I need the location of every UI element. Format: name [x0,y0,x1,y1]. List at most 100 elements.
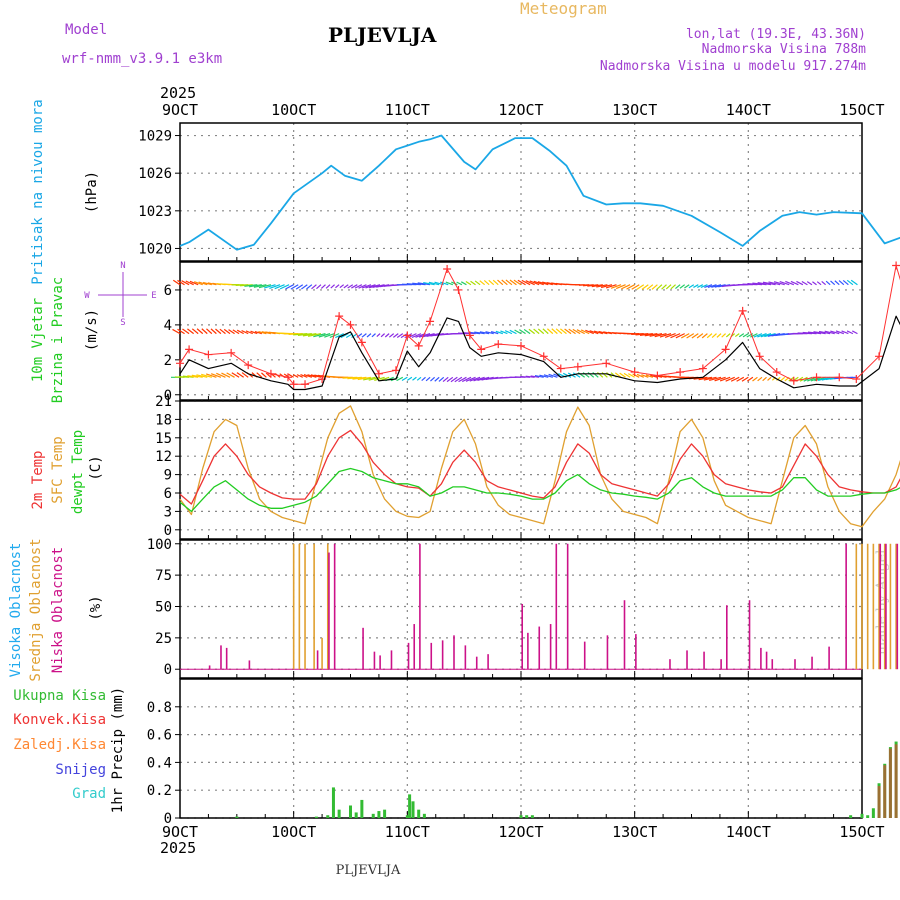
wind-arrow [543,374,553,378]
wind-arrow [210,328,217,335]
wind-arrow [818,330,831,335]
station-title: PLJEVLJA [328,23,437,47]
wind-arrow [388,333,395,338]
wind-arrow [460,281,467,286]
wind-arrow [239,284,253,287]
wind-arrow [296,374,304,378]
precip-legend-4: Snijeg [55,762,106,778]
wind-arrow [250,330,258,335]
wind-arrow [742,333,749,338]
wind-arrow [838,280,845,286]
wind-arrow [593,330,604,335]
wind-arrow [392,333,399,338]
wind-arrow [542,281,553,286]
wind-arrow [241,329,249,335]
precip-bar [331,787,335,818]
wind-arrow [539,374,549,378]
wind-arrow [721,333,726,338]
wind-arrow [470,280,476,286]
wind-arrow [621,284,631,290]
wind-arrow [485,331,494,335]
gust-marker [301,380,310,389]
precip-bar [866,815,870,818]
wind-arrow [768,281,781,286]
precip-bar [408,794,412,818]
gust-marker [426,317,435,326]
wind-arrow [773,281,785,286]
temperature-panel: 0 3 6 9 12 15 18 21 [155,394,900,540]
y-tick-label: 0 [164,811,172,827]
wind-arrow [555,328,563,335]
wind-arrow [226,372,235,378]
wind-arrow [219,328,226,335]
y-tick-label: 0.8 [147,700,172,716]
gust-marker [346,320,355,329]
wind-arrow [650,374,658,378]
wind-arrow [196,328,204,335]
wind-arrow [605,284,617,289]
wind-arrow [189,280,199,286]
gust-marker [772,368,781,377]
wind-arrow [675,333,685,339]
precip-bar [877,786,881,818]
bottom-time-label: 10OCT [271,823,316,841]
wind-arrow [649,333,663,337]
wind-arrow [368,376,381,381]
gust-marker [176,359,184,368]
wind-arrow [177,279,185,286]
wind-arrow [274,284,285,290]
wind-arrow [497,279,504,286]
wind-arrow [760,333,772,338]
wind-arrow [580,329,590,335]
wind-arrow [560,328,567,335]
gust-marker [602,359,611,368]
y-tick-label: 0 [164,388,172,404]
wind-arrow [477,376,490,381]
wind-arrow [614,372,622,378]
wind-arrow [288,373,294,378]
wind-arrow [490,331,499,335]
panel-frame [179,678,863,819]
gust-marker [630,368,639,377]
y-tick-label: 50 [155,599,172,615]
wind-arrow [654,333,667,338]
precip-bar [411,801,415,818]
y-tick-label: 21 [155,394,172,410]
precip-bar [349,805,352,818]
precip-bar [860,813,864,818]
wind-arrow [762,376,767,382]
temp-axis-title-2: SFC Temp [50,436,66,503]
wind-speed-line [179,315,900,391]
wind-arrow [812,281,817,286]
wind-arrow [462,376,472,383]
gust-marker [289,380,298,389]
wind-arrow [564,328,572,335]
wind-arrow [636,373,645,378]
wind-arrow [830,280,836,286]
wind-arrow [330,284,335,289]
wind-arrow [177,328,185,335]
wind-arrow [191,374,203,378]
wind-arrow [412,282,426,286]
precip-legend-2: Konvek.Kisa [13,712,106,728]
wind-arrow [505,279,513,286]
wind-arrow [450,376,458,383]
wind-arrow [468,331,481,335]
gust-marker [755,352,764,361]
meteogram-title: Meteogram [520,0,607,18]
gust-marker [477,345,486,354]
wind-arrow [297,333,312,336]
y-tick-label: 1023 [138,204,172,220]
top-time-label: 13OCT [612,101,657,119]
wind-arrow [568,328,576,335]
wind-arrow [542,328,549,335]
wind-arrow [533,328,540,335]
wind-arrow [852,330,858,335]
wind-arrow [576,329,585,335]
wind-arrow [366,333,372,338]
wind-arrow [396,376,404,382]
wind-arrow [697,284,704,288]
wind-arrow [585,329,594,335]
precip-bar [377,811,381,818]
wind-arrow [513,279,522,286]
